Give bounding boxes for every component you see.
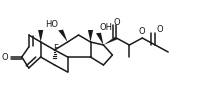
Text: O: O	[157, 25, 163, 34]
Text: HO: HO	[46, 20, 58, 29]
Polygon shape	[88, 30, 93, 42]
Polygon shape	[58, 30, 68, 42]
Text: OH: OH	[100, 23, 113, 32]
Text: F: F	[53, 44, 58, 53]
Text: O: O	[139, 27, 146, 36]
Polygon shape	[96, 33, 103, 45]
Text: O: O	[113, 18, 120, 27]
Polygon shape	[38, 30, 43, 42]
Text: O: O	[2, 52, 8, 61]
Polygon shape	[103, 37, 118, 45]
